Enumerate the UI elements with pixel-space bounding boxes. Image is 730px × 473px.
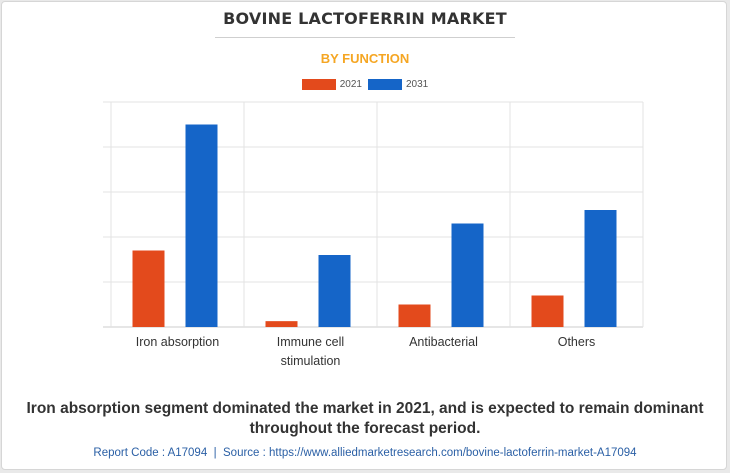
bar-2021[interactable] (398, 304, 431, 328)
caption-line-1: Iron absorption segment dominated the ma… (26, 400, 704, 417)
source-link[interactable]: Source : https://www.alliedmarketresearc… (223, 447, 637, 459)
bar-2031[interactable] (451, 223, 484, 328)
legend-item-2021[interactable]: 2021 (301, 79, 362, 90)
bar-chart: Iron absorption Immune cell stimulation Ant… (103, 101, 644, 368)
bar-2021[interactable] (132, 250, 165, 328)
chart-subtitle: BY FUNCTION (320, 51, 410, 66)
bar-2021[interactable] (531, 295, 564, 328)
title-divider (215, 37, 515, 38)
caption-line-2: throughout the forecast period. (249, 420, 481, 437)
chart-title: BOVINE LACTOFERRIN MARKET (223, 9, 507, 28)
bar-2031[interactable] (185, 124, 218, 328)
x-tick-label: Others (558, 335, 596, 349)
report-footer: Report Code : A17094 | Source : https://… (0, 447, 730, 459)
x-tick-label: Immune cell (277, 335, 344, 349)
legend-label-2031: 2031 (406, 79, 429, 90)
footer-separator: | (213, 447, 217, 459)
chart-legend: 2021 2031 (0, 79, 730, 90)
bar-2021[interactable] (265, 321, 298, 327)
chart-caption: Iron absorption segment dominated the ma… (0, 399, 730, 439)
x-tick-label: stimulation (281, 354, 341, 368)
legend-swatch-2031 (368, 79, 402, 90)
legend-label-2021: 2021 (339, 79, 362, 90)
legend-item-2031[interactable]: 2031 (368, 79, 428, 90)
x-tick-label: Iron absorption (136, 335, 219, 349)
bar-2031[interactable] (584, 210, 617, 327)
legend-swatch-2021 (301, 79, 336, 90)
x-tick-label: Antibacterial (409, 335, 478, 349)
report-code: Report Code : A17094 (93, 447, 208, 459)
bar-2031[interactable] (318, 255, 351, 327)
